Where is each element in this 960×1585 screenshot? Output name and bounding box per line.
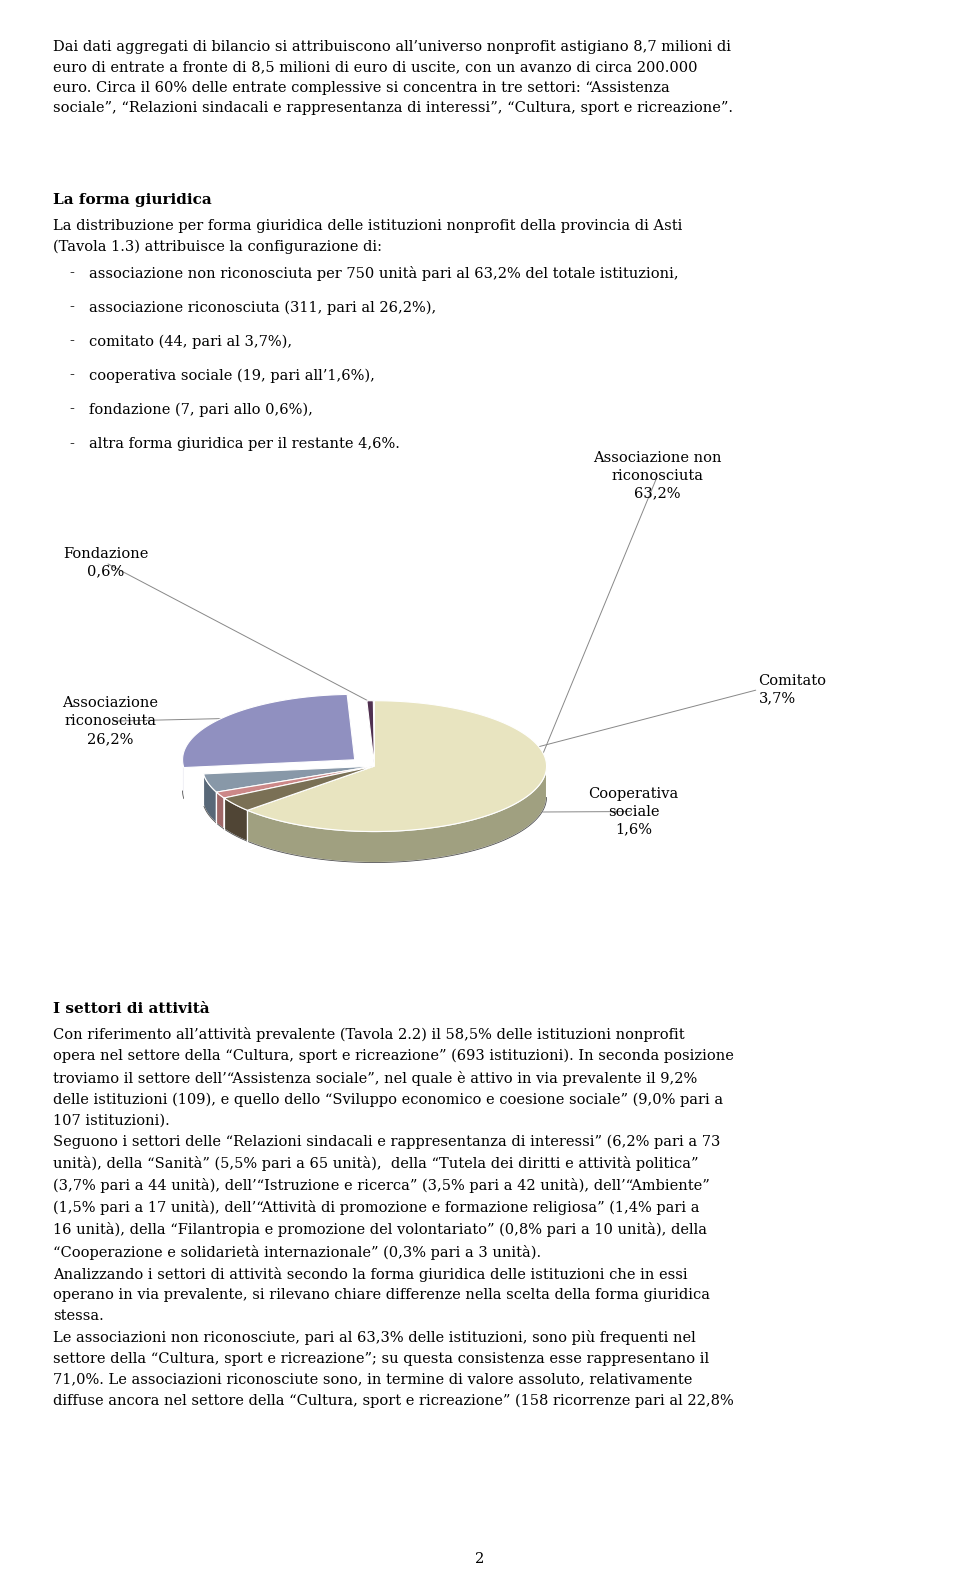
Polygon shape (216, 792, 224, 829)
Polygon shape (224, 766, 374, 810)
Text: Dai dati aggregati di bilancio si attribuiscono all’universo nonprofit astigiano: Dai dati aggregati di bilancio si attrib… (53, 40, 732, 116)
Text: 2: 2 (475, 1552, 485, 1566)
Text: Associazione non
riconosciuta
63,2%: Associazione non riconosciuta 63,2% (593, 450, 722, 501)
Text: -: - (69, 301, 74, 314)
Polygon shape (204, 773, 216, 823)
Text: Comitato
3,7%: Comitato 3,7% (758, 674, 827, 705)
Text: Fondazione
0,6%: Fondazione 0,6% (63, 547, 148, 579)
Text: comitato (44, pari al 3,7%),: comitato (44, pari al 3,7%), (89, 334, 293, 349)
Text: cooperativa sociale (19, pari all’1,6%),: cooperativa sociale (19, pari all’1,6%), (89, 368, 375, 384)
Text: fondazione (7, pari allo 0,6%),: fondazione (7, pari allo 0,6%), (89, 403, 313, 417)
Polygon shape (182, 761, 183, 799)
Polygon shape (204, 766, 374, 792)
Polygon shape (248, 767, 546, 862)
Text: La forma giuridica: La forma giuridica (53, 193, 211, 208)
Text: associazione riconosciuta (311, pari al 26,2%),: associazione riconosciuta (311, pari al … (89, 301, 437, 315)
Text: -: - (69, 436, 74, 450)
Text: -: - (69, 403, 74, 417)
Polygon shape (367, 701, 374, 766)
Text: -: - (69, 334, 74, 349)
Text: Cooperativa
sociale
1,6%: Cooperativa sociale 1,6% (588, 786, 679, 837)
Polygon shape (182, 694, 354, 767)
Text: Con riferimento all’attività prevalente (Tavola 2.2) il 58,5% delle istituzioni : Con riferimento all’attività prevalente … (53, 1027, 733, 1407)
Text: -: - (69, 266, 74, 281)
Text: Altra forma
4,6%: Altra forma 4,6% (375, 824, 460, 856)
Polygon shape (224, 797, 248, 842)
Polygon shape (248, 701, 546, 832)
Text: Associazione
riconosciuta
26,2%: Associazione riconosciuta 26,2% (62, 696, 158, 747)
Text: La distribuzione per forma giuridica delle istituzioni nonprofit della provincia: La distribuzione per forma giuridica del… (53, 219, 683, 254)
Polygon shape (216, 766, 374, 797)
Text: -: - (69, 368, 74, 382)
Text: altra forma giuridica per il restante 4,6%.: altra forma giuridica per il restante 4,… (89, 436, 400, 450)
Text: I settori di attività: I settori di attività (53, 1002, 209, 1016)
Text: associazione non riconosciuta per 750 unità pari al 63,2% del totale istituzioni: associazione non riconosciuta per 750 un… (89, 266, 679, 281)
